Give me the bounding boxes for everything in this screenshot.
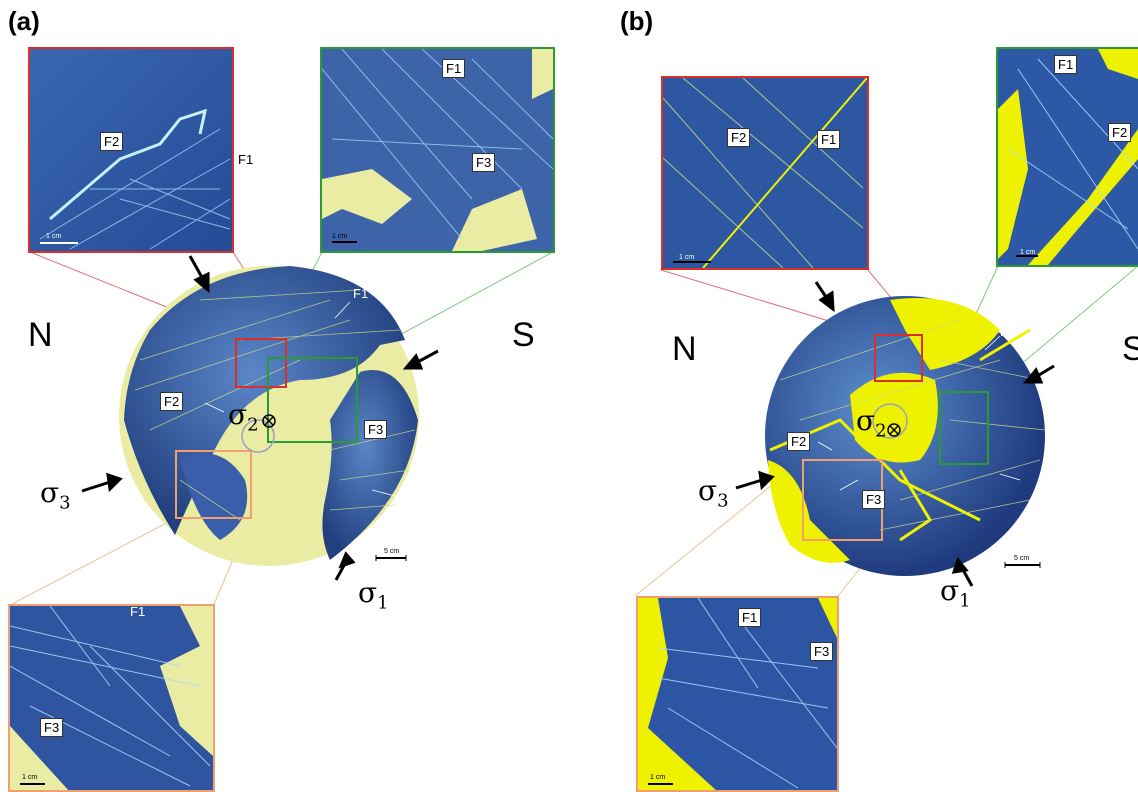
panel-b-disc-f2-label: F2 [787, 432, 811, 451]
panel-a-disc-scale-label: 5 cm [384, 548, 400, 555]
panel-b-red-scale-label: 1 cm [679, 254, 695, 261]
panel-b-green-f2-label: F2 [1108, 123, 1132, 142]
panel-a-sigma1: σ1 [358, 576, 389, 614]
panel-b-green-f1-label: F1 [1054, 55, 1078, 74]
panel-a-s0-label: S0 [398, 484, 412, 502]
panel-b-red-f2-label: F2 [727, 128, 751, 147]
panel-b-south-label: S [1122, 330, 1138, 368]
panel-a-south-label: S [512, 316, 535, 354]
panel-a-label: (a) [8, 6, 40, 36]
panel-a-green-f1-label: F1 [442, 59, 466, 78]
panel-b-orange-scale-label: 1 cm [650, 774, 666, 781]
panel-b-orange-inset: F1 F3 1 cm [636, 596, 839, 792]
panel-a-red-f2-label: F2 [100, 132, 124, 151]
panel-a-sigma2: σ2 [228, 398, 259, 436]
panel-a-green-scale-label: 1 cm [332, 233, 348, 240]
panel-b-sigma3: σ3 [698, 474, 729, 512]
panel-b-disc-f1-label: F1 [1000, 324, 1016, 339]
panel-b-sigma1: σ1 [940, 574, 971, 612]
panel-a-north-label: N [28, 316, 53, 354]
panel-a-disc-figure [11, 251, 554, 605]
panel-b-sigma2: σ2 [856, 404, 887, 442]
panel-b-green-inset: F1 F2 1 cm [996, 47, 1138, 267]
panel-a-red-inset: F2 F1 1 cm [28, 47, 234, 253]
panel-a-green-inset: F1 F3 1 cm [320, 47, 555, 253]
panel-a-disc-f1-label: F1 [353, 286, 369, 301]
panel-b-orange-f1-label: F1 [738, 608, 762, 627]
panel-a-red-scale-label: 1 cm [46, 233, 62, 240]
panel-a-orange-inset: F1 F3 1 cm [8, 604, 215, 792]
panel-b-disc-f3-label: F3 [862, 490, 886, 509]
panel-b-red-f1-label: F1 [817, 130, 841, 149]
panel-a-disc-f3-label: F3 [364, 420, 388, 439]
panel-b-disc-figure [634, 265, 1138, 597]
panel-a-orange-f3-label: F3 [40, 718, 64, 737]
panel-a-sigma3: σ3 [40, 476, 71, 514]
panel-b-green-scale-label: 1 cm [1020, 249, 1036, 256]
panel-a-green-f3-label: F3 [472, 153, 496, 172]
panel-a-orange-f1-label: F1 [130, 604, 146, 619]
panel-a-red-f1-outer-label: F1 [238, 152, 254, 167]
panel-b-orange-f3-label: F3 [810, 642, 834, 661]
panel-b-disc-scale-label: 5 cm [1014, 555, 1030, 562]
panel-b-red-inset: F2 F1 1 cm [661, 76, 869, 270]
panel-b-north-label: N [672, 330, 697, 368]
panel-b-s0-label: S0 [1046, 468, 1060, 486]
panel-b-label: (b) [620, 6, 654, 36]
panel-a-disc-f2-label: F2 [160, 392, 184, 411]
panel-a-orange-scale-label: 1 cm [22, 774, 38, 781]
